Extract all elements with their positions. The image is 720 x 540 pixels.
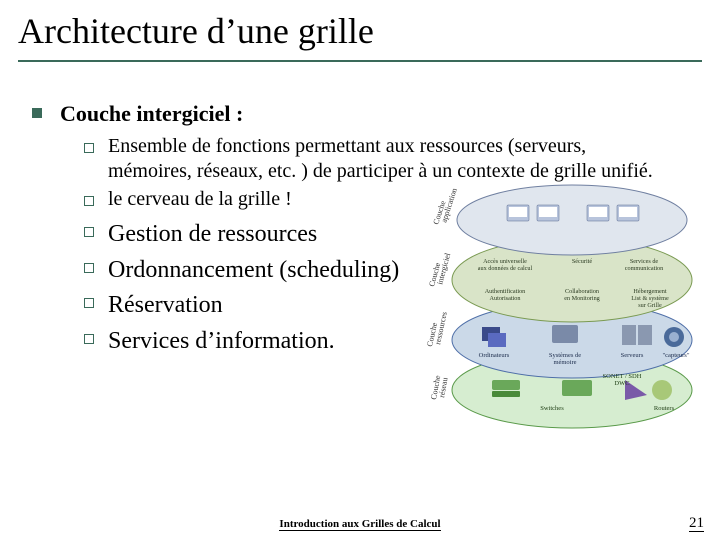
hollow-square-icon [84, 298, 94, 308]
svg-text:Switches: Switches [540, 405, 564, 412]
svg-text:Sécurité: Sécurité [572, 258, 593, 265]
footer-text: Introduction aux Grilles de Calcul [279, 518, 440, 531]
svg-text:SONET / SDH: SONET / SDH [603, 373, 642, 380]
svg-text:en Monitoring: en Monitoring [564, 295, 600, 302]
sub-text: Gestion de ressources [108, 218, 317, 252]
bullet-heading: Couche intergiciel : [60, 100, 243, 128]
svg-text:Services de: Services de [630, 258, 659, 265]
svg-text:DWC: DWC [614, 380, 629, 387]
svg-text:ressources: ressources [433, 311, 449, 345]
hollow-square-icon [84, 143, 94, 153]
svg-text:Ordinateurs: Ordinateurs [479, 352, 510, 359]
sub-text: le cerveau de la grille ! [108, 187, 292, 213]
svg-text:Accès universelle: Accès universelle [483, 258, 527, 265]
hollow-square-icon [84, 227, 94, 237]
svg-text:"capteurs": "capteurs" [663, 352, 690, 359]
slide-title: Architecture d’une grille [18, 8, 702, 60]
sub-text: Services d’information. [108, 325, 335, 359]
svg-text:Authentification: Authentification [485, 288, 526, 295]
sub-text: Réservation [108, 289, 223, 323]
svg-text:sur Grille: sur Grille [638, 302, 662, 309]
title-region: Architecture d’une grille [18, 8, 702, 62]
title-underline [18, 60, 702, 62]
bullet-level1: Couche intergiciel : [32, 100, 702, 128]
svg-text:communication: communication [625, 265, 664, 272]
svg-text:Systèmes de: Systèmes de [549, 352, 581, 359]
grid-layers-diagram: Couche application Couche intergiciel Co… [412, 175, 702, 435]
svg-text:Collaboration: Collaboration [565, 288, 599, 295]
svg-text:Serveurs: Serveurs [621, 352, 644, 359]
svg-text:mémoire: mémoire [553, 359, 576, 366]
svg-text:Routers: Routers [654, 405, 675, 412]
hollow-square-icon [84, 334, 94, 344]
footer-title: Introduction aux Grilles de Calcul [0, 518, 720, 530]
svg-text:aux données de calcul: aux données de calcul [478, 265, 533, 272]
svg-text:List & système: List & système [631, 295, 669, 302]
square-bullet-icon [32, 108, 42, 118]
sub-text: Ordonnancement (scheduling) [108, 254, 399, 288]
svg-text:Hébergement: Hébergement [633, 288, 666, 295]
hollow-square-icon [84, 196, 94, 206]
svg-text:Autorisation: Autorisation [490, 295, 521, 302]
page-number: 21 [689, 515, 704, 532]
slide: Architecture d’une grille Couche intergi… [0, 0, 720, 540]
hollow-square-icon [84, 263, 94, 273]
